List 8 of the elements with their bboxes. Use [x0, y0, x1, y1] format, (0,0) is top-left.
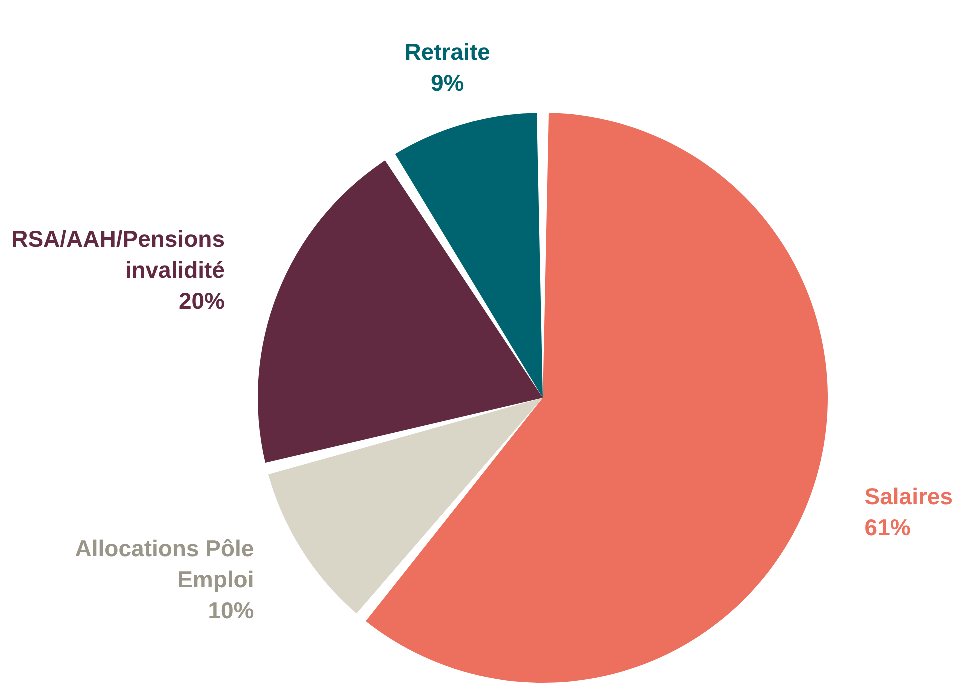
data-label: 10% — [208, 597, 254, 624]
data-label: 20% — [178, 288, 226, 314]
data-label: 9% — [430, 70, 464, 96]
slice-label: Salaires — [864, 483, 954, 510]
slice-label: RSA/AAH/Pensions invalidité — [12, 226, 226, 284]
slice-label: Allocations Pôle Emploi — [75, 535, 254, 592]
data-label: 61% — [864, 514, 911, 540]
slice-label: Retraite — [404, 39, 490, 66]
